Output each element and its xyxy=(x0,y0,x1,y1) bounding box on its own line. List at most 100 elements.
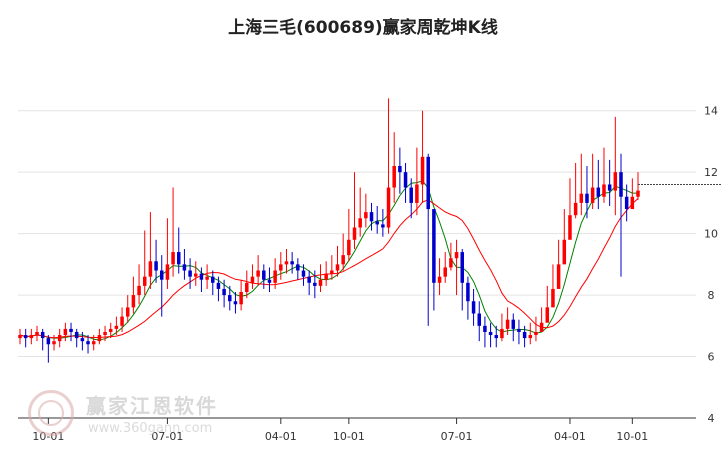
candle xyxy=(432,209,436,311)
candle-body xyxy=(46,338,51,345)
candle-body xyxy=(23,335,28,339)
candle xyxy=(29,328,34,345)
candle-body xyxy=(545,307,550,323)
candle xyxy=(137,264,141,305)
candle xyxy=(517,319,521,345)
candle-body xyxy=(159,270,164,280)
candle-body xyxy=(386,187,391,228)
candle xyxy=(154,239,158,283)
candle-body xyxy=(301,270,306,277)
candle-body xyxy=(142,276,147,286)
candle xyxy=(505,307,510,336)
x-tick-label: 07-01 xyxy=(151,430,183,443)
candle xyxy=(182,249,187,280)
candle xyxy=(131,276,136,314)
x-tick-label: 04-01 xyxy=(554,430,586,443)
candle-body xyxy=(267,279,272,283)
candle xyxy=(159,255,164,317)
moving-average-layer xyxy=(19,180,639,341)
ma-long-line xyxy=(19,198,639,339)
candle xyxy=(545,285,550,323)
candle-body xyxy=(262,270,266,280)
candle-body xyxy=(454,252,459,259)
candle-body xyxy=(91,341,96,345)
candle-body xyxy=(517,328,521,332)
candle xyxy=(279,252,283,280)
candle xyxy=(607,159,612,206)
candle-body xyxy=(279,264,283,271)
candle-body xyxy=(511,319,516,329)
candle-body xyxy=(216,282,221,289)
candle-body xyxy=(211,276,215,283)
candle-body xyxy=(74,331,79,339)
candle-body xyxy=(199,273,204,280)
candle-body xyxy=(585,193,589,203)
candle-body xyxy=(375,221,379,225)
candle xyxy=(636,172,640,200)
candle xyxy=(375,205,379,234)
candle xyxy=(381,209,385,237)
candle-body xyxy=(256,270,260,277)
candle-body xyxy=(420,156,425,185)
candle xyxy=(619,153,623,277)
candle-body xyxy=(103,331,107,336)
candle-body xyxy=(97,335,102,342)
candle-body xyxy=(137,285,141,296)
candle xyxy=(449,242,453,271)
candle xyxy=(120,307,124,332)
candle xyxy=(500,313,504,342)
candle xyxy=(426,153,430,326)
candle-body xyxy=(364,212,368,219)
candle-body xyxy=(409,187,413,203)
candle xyxy=(318,264,323,293)
candle xyxy=(522,325,527,348)
candle xyxy=(624,184,629,222)
candle-body xyxy=(40,331,45,339)
candle xyxy=(471,288,476,326)
candle-body xyxy=(636,190,640,197)
candle-body xyxy=(522,331,527,339)
candle xyxy=(194,261,198,286)
candle xyxy=(466,276,470,320)
candle-body xyxy=(233,301,238,305)
candle-body xyxy=(488,331,493,336)
candle xyxy=(52,335,56,351)
candle-body xyxy=(562,239,567,265)
candle xyxy=(80,331,85,351)
candle-body xyxy=(250,276,255,283)
candle-body xyxy=(568,215,572,240)
candle xyxy=(488,322,493,348)
candle-body xyxy=(69,328,73,332)
candle-body xyxy=(318,279,323,286)
candle-body xyxy=(460,252,464,283)
candle-body xyxy=(131,295,136,308)
candle xyxy=(539,307,544,332)
candle xyxy=(415,147,419,216)
y-tick-label: 10 xyxy=(704,228,718,241)
x-tick-label: 04-01 xyxy=(265,430,297,443)
candle-body xyxy=(205,276,209,280)
candle xyxy=(352,172,357,249)
candle xyxy=(596,159,601,210)
candle-body xyxy=(296,264,300,271)
candle-body xyxy=(505,319,510,329)
candle-body xyxy=(539,322,544,332)
candle-body xyxy=(18,335,22,339)
candle-body xyxy=(369,212,374,222)
candle xyxy=(63,322,68,342)
y-tick-label: 14 xyxy=(704,105,718,118)
candle xyxy=(460,249,464,311)
candle xyxy=(40,328,45,351)
watermark-seal-icon xyxy=(28,390,74,436)
candle xyxy=(324,261,328,286)
candle-body xyxy=(590,187,595,203)
candle xyxy=(233,292,238,314)
candle-body xyxy=(358,218,362,228)
candle-body xyxy=(176,252,181,265)
candle-body xyxy=(500,328,504,339)
candle xyxy=(46,335,51,363)
candle-body xyxy=(579,193,584,203)
watermark-brand: 赢家江恩软件 xyxy=(86,394,218,418)
candle xyxy=(443,252,447,283)
candle xyxy=(585,166,589,219)
